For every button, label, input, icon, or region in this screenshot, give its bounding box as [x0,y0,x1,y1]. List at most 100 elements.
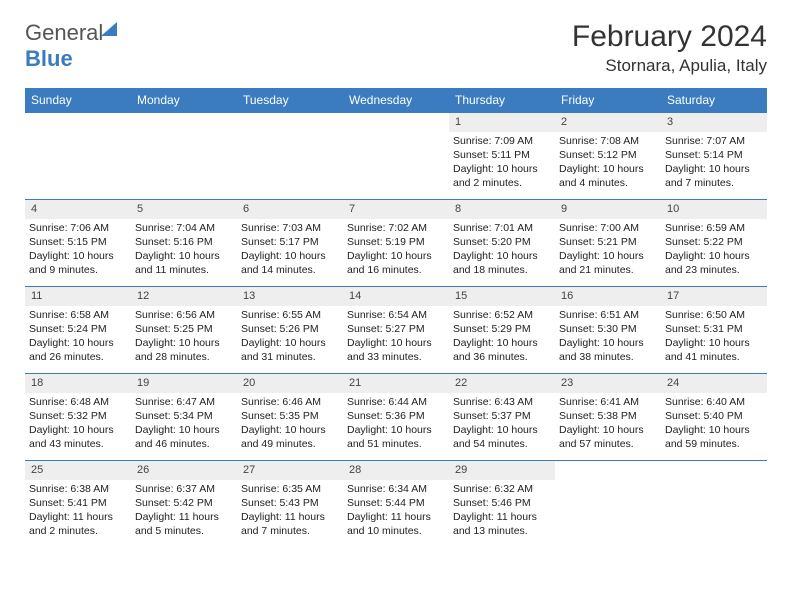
day-details: Sunrise: 6:48 AMSunset: 5:32 PMDaylight:… [25,393,131,456]
day-details: Sunrise: 6:38 AMSunset: 5:41 PMDaylight:… [25,480,131,543]
daylight-line: Daylight: 11 hours and 13 minutes. [453,510,551,538]
calendar-cell: 29Sunrise: 6:32 AMSunset: 5:46 PMDayligh… [449,461,555,548]
sunset-line: Sunset: 5:26 PM [241,322,339,336]
day-number: 11 [25,287,131,306]
sunrise-line: Sunrise: 7:02 AM [347,221,445,235]
logo-text-blue: Blue [25,46,73,71]
sunset-line: Sunset: 5:14 PM [665,148,763,162]
sunset-line: Sunset: 5:19 PM [347,235,445,249]
daylight-line: Daylight: 10 hours and 23 minutes. [665,249,763,277]
logo-text: General Blue [25,20,117,72]
day-number: 15 [449,287,555,306]
calendar-cell: 26Sunrise: 6:37 AMSunset: 5:42 PMDayligh… [131,461,237,548]
sunset-line: Sunset: 5:29 PM [453,322,551,336]
daylight-line: Daylight: 10 hours and 31 minutes. [241,336,339,364]
weekday-header: Friday [555,88,661,113]
calendar-cell: 3Sunrise: 7:07 AMSunset: 5:14 PMDaylight… [661,113,767,200]
calendar-cell: 17Sunrise: 6:50 AMSunset: 5:31 PMDayligh… [661,287,767,374]
day-details: Sunrise: 6:59 AMSunset: 5:22 PMDaylight:… [661,219,767,282]
sunrise-line: Sunrise: 6:46 AM [241,395,339,409]
calendar-cell: 27Sunrise: 6:35 AMSunset: 5:43 PMDayligh… [237,461,343,548]
calendar-cell-empty [343,113,449,200]
calendar-cell-empty [25,113,131,200]
daylight-line: Daylight: 10 hours and 36 minutes. [453,336,551,364]
calendar-cell-empty [661,461,767,548]
daylight-line: Daylight: 10 hours and 16 minutes. [347,249,445,277]
day-number: 28 [343,461,449,480]
sunrise-line: Sunrise: 7:07 AM [665,134,763,148]
sunrise-line: Sunrise: 7:08 AM [559,134,657,148]
sunset-line: Sunset: 5:12 PM [559,148,657,162]
sunrise-line: Sunrise: 6:47 AM [135,395,233,409]
calendar-cell: 16Sunrise: 6:51 AMSunset: 5:30 PMDayligh… [555,287,661,374]
calendar-cell: 24Sunrise: 6:40 AMSunset: 5:40 PMDayligh… [661,374,767,461]
daylight-line: Daylight: 10 hours and 54 minutes. [453,423,551,451]
sunset-line: Sunset: 5:25 PM [135,322,233,336]
sunrise-line: Sunrise: 6:56 AM [135,308,233,322]
daylight-line: Daylight: 10 hours and 4 minutes. [559,162,657,190]
calendar-cell: 11Sunrise: 6:58 AMSunset: 5:24 PMDayligh… [25,287,131,374]
calendar-cell: 21Sunrise: 6:44 AMSunset: 5:36 PMDayligh… [343,374,449,461]
day-details: Sunrise: 7:09 AMSunset: 5:11 PMDaylight:… [449,132,555,195]
calendar-cell: 10Sunrise: 6:59 AMSunset: 5:22 PMDayligh… [661,200,767,287]
sunset-line: Sunset: 5:30 PM [559,322,657,336]
day-number: 8 [449,200,555,219]
sunrise-line: Sunrise: 6:55 AM [241,308,339,322]
day-number: 18 [25,374,131,393]
sunset-line: Sunset: 5:20 PM [453,235,551,249]
sunrise-line: Sunrise: 6:59 AM [665,221,763,235]
daylight-line: Daylight: 10 hours and 46 minutes. [135,423,233,451]
day-number: 5 [131,200,237,219]
daylight-line: Daylight: 10 hours and 41 minutes. [665,336,763,364]
sunset-line: Sunset: 5:43 PM [241,496,339,510]
day-number: 25 [25,461,131,480]
sunrise-line: Sunrise: 6:38 AM [29,482,127,496]
day-details: Sunrise: 7:04 AMSunset: 5:16 PMDaylight:… [131,219,237,282]
calendar-row: 11Sunrise: 6:58 AMSunset: 5:24 PMDayligh… [25,287,767,374]
day-number: 1 [449,113,555,132]
sunrise-line: Sunrise: 7:03 AM [241,221,339,235]
sunset-line: Sunset: 5:24 PM [29,322,127,336]
weekday-header: Thursday [449,88,555,113]
daylight-line: Daylight: 10 hours and 14 minutes. [241,249,339,277]
sunrise-line: Sunrise: 6:48 AM [29,395,127,409]
sunset-line: Sunset: 5:32 PM [29,409,127,423]
day-number: 9 [555,200,661,219]
calendar-cell: 4Sunrise: 7:06 AMSunset: 5:15 PMDaylight… [25,200,131,287]
sunset-line: Sunset: 5:21 PM [559,235,657,249]
sunrise-line: Sunrise: 6:54 AM [347,308,445,322]
calendar-cell: 20Sunrise: 6:46 AMSunset: 5:35 PMDayligh… [237,374,343,461]
sunset-line: Sunset: 5:11 PM [453,148,551,162]
day-number: 2 [555,113,661,132]
day-details: Sunrise: 6:32 AMSunset: 5:46 PMDaylight:… [449,480,555,543]
sunset-line: Sunset: 5:40 PM [665,409,763,423]
sunset-line: Sunset: 5:46 PM [453,496,551,510]
sunrise-line: Sunrise: 7:04 AM [135,221,233,235]
sunset-line: Sunset: 5:41 PM [29,496,127,510]
sunrise-line: Sunrise: 6:52 AM [453,308,551,322]
daylight-line: Daylight: 11 hours and 5 minutes. [135,510,233,538]
day-details: Sunrise: 7:02 AMSunset: 5:19 PMDaylight:… [343,219,449,282]
day-number: 14 [343,287,449,306]
day-details: Sunrise: 7:08 AMSunset: 5:12 PMDaylight:… [555,132,661,195]
day-number: 17 [661,287,767,306]
sunrise-line: Sunrise: 6:58 AM [29,308,127,322]
calendar: SundayMondayTuesdayWednesdayThursdayFrid… [25,88,767,547]
logo: General Blue [25,20,117,72]
logo-text-general: General [25,20,103,45]
sunset-line: Sunset: 5:37 PM [453,409,551,423]
daylight-line: Daylight: 10 hours and 9 minutes. [29,249,127,277]
day-number: 6 [237,200,343,219]
day-details: Sunrise: 6:40 AMSunset: 5:40 PMDaylight:… [661,393,767,456]
calendar-cell: 7Sunrise: 7:02 AMSunset: 5:19 PMDaylight… [343,200,449,287]
day-details: Sunrise: 6:58 AMSunset: 5:24 PMDaylight:… [25,306,131,369]
sunset-line: Sunset: 5:35 PM [241,409,339,423]
sunset-line: Sunset: 5:31 PM [665,322,763,336]
day-number: 26 [131,461,237,480]
day-number: 23 [555,374,661,393]
day-number: 10 [661,200,767,219]
day-details: Sunrise: 6:37 AMSunset: 5:42 PMDaylight:… [131,480,237,543]
calendar-cell: 12Sunrise: 6:56 AMSunset: 5:25 PMDayligh… [131,287,237,374]
calendar-cell: 23Sunrise: 6:41 AMSunset: 5:38 PMDayligh… [555,374,661,461]
calendar-cell: 9Sunrise: 7:00 AMSunset: 5:21 PMDaylight… [555,200,661,287]
